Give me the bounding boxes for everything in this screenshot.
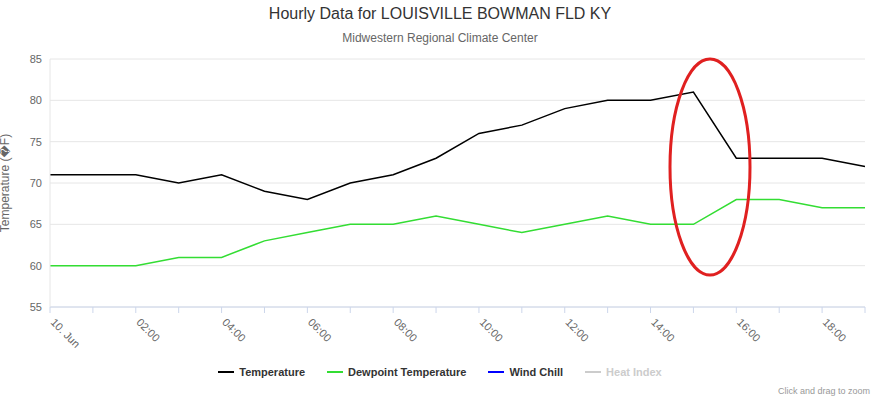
svg-text:08:00: 08:00 bbox=[392, 316, 420, 344]
svg-text:10. Jun: 10. Jun bbox=[49, 316, 83, 350]
svg-text:10:00: 10:00 bbox=[478, 316, 506, 344]
svg-text:06:00: 06:00 bbox=[306, 316, 334, 344]
html-text:Temperature: Temperature bbox=[239, 366, 306, 378]
svg-text:85: 85 bbox=[30, 53, 42, 65]
svg-text:75: 75 bbox=[30, 136, 42, 148]
svg-text:02:00: 02:00 bbox=[134, 316, 162, 344]
svg-text:18:00: 18:00 bbox=[821, 316, 849, 344]
html-text:Click and drag to zoom: Click and drag to zoom bbox=[778, 386, 870, 396]
html-text:Heat Index: Heat Index bbox=[606, 366, 662, 378]
svg-text:Temperature (�F): Temperature (�F) bbox=[8, 134, 12, 232]
svg-text:65: 65 bbox=[30, 218, 42, 230]
svg-text:60: 60 bbox=[30, 260, 42, 272]
svg-text:80: 80 bbox=[30, 94, 42, 106]
svg-text:16:00: 16:00 bbox=[735, 316, 763, 344]
html-text:Midwestern Regional Climate Ce: Midwestern Regional Climate Center bbox=[342, 31, 538, 45]
html-text:Hourly Data for LOUISVILLE BOW: Hourly Data for LOUISVILLE BOWMAN FLD KY bbox=[268, 5, 612, 22]
svg-text:12:00: 12:00 bbox=[563, 316, 591, 344]
svg-text:55: 55 bbox=[30, 301, 42, 313]
html-text:Dewpoint Temperature: Dewpoint Temperature bbox=[348, 366, 467, 378]
svg-text:70: 70 bbox=[30, 177, 42, 189]
svg-text:04:00: 04:00 bbox=[220, 316, 248, 344]
svg-text:14:00: 14:00 bbox=[649, 316, 677, 344]
html-text:Wind Chill: Wind Chill bbox=[509, 366, 564, 378]
